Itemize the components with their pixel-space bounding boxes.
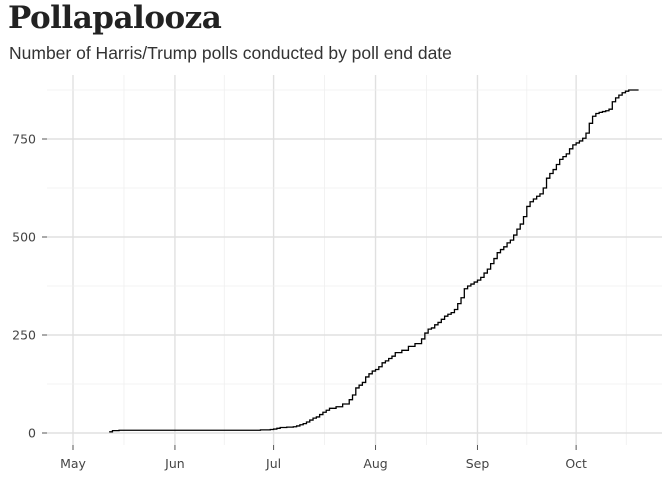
y-tick-label-500: 500 (12, 230, 36, 245)
y-tick-label-750: 750 (12, 132, 36, 147)
x-tick-label-oct: Oct (565, 456, 587, 471)
series-line-cumulative-polls (109, 89, 639, 433)
x-tick-label-sep: Sep (466, 456, 490, 471)
chart-subtitle: Number of Harris/Trump polls conducted b… (9, 43, 452, 63)
chart-title: Pollapalooza (8, 0, 222, 36)
x-tick-label-jun: Jun (164, 456, 185, 471)
axis-labels: May Jun Jul Aug Sep Oct 0 250 500 750 (12, 132, 587, 472)
y-tick-label-250: 250 (12, 328, 36, 343)
y-tick-label-0: 0 (28, 426, 36, 441)
x-tick-label-may: May (60, 456, 86, 471)
x-tick-label-aug: Aug (363, 456, 387, 471)
x-tick-label-jul: Jul (265, 456, 281, 471)
grid (47, 75, 662, 445)
series (109, 89, 639, 433)
axis-ticks (42, 138, 577, 450)
